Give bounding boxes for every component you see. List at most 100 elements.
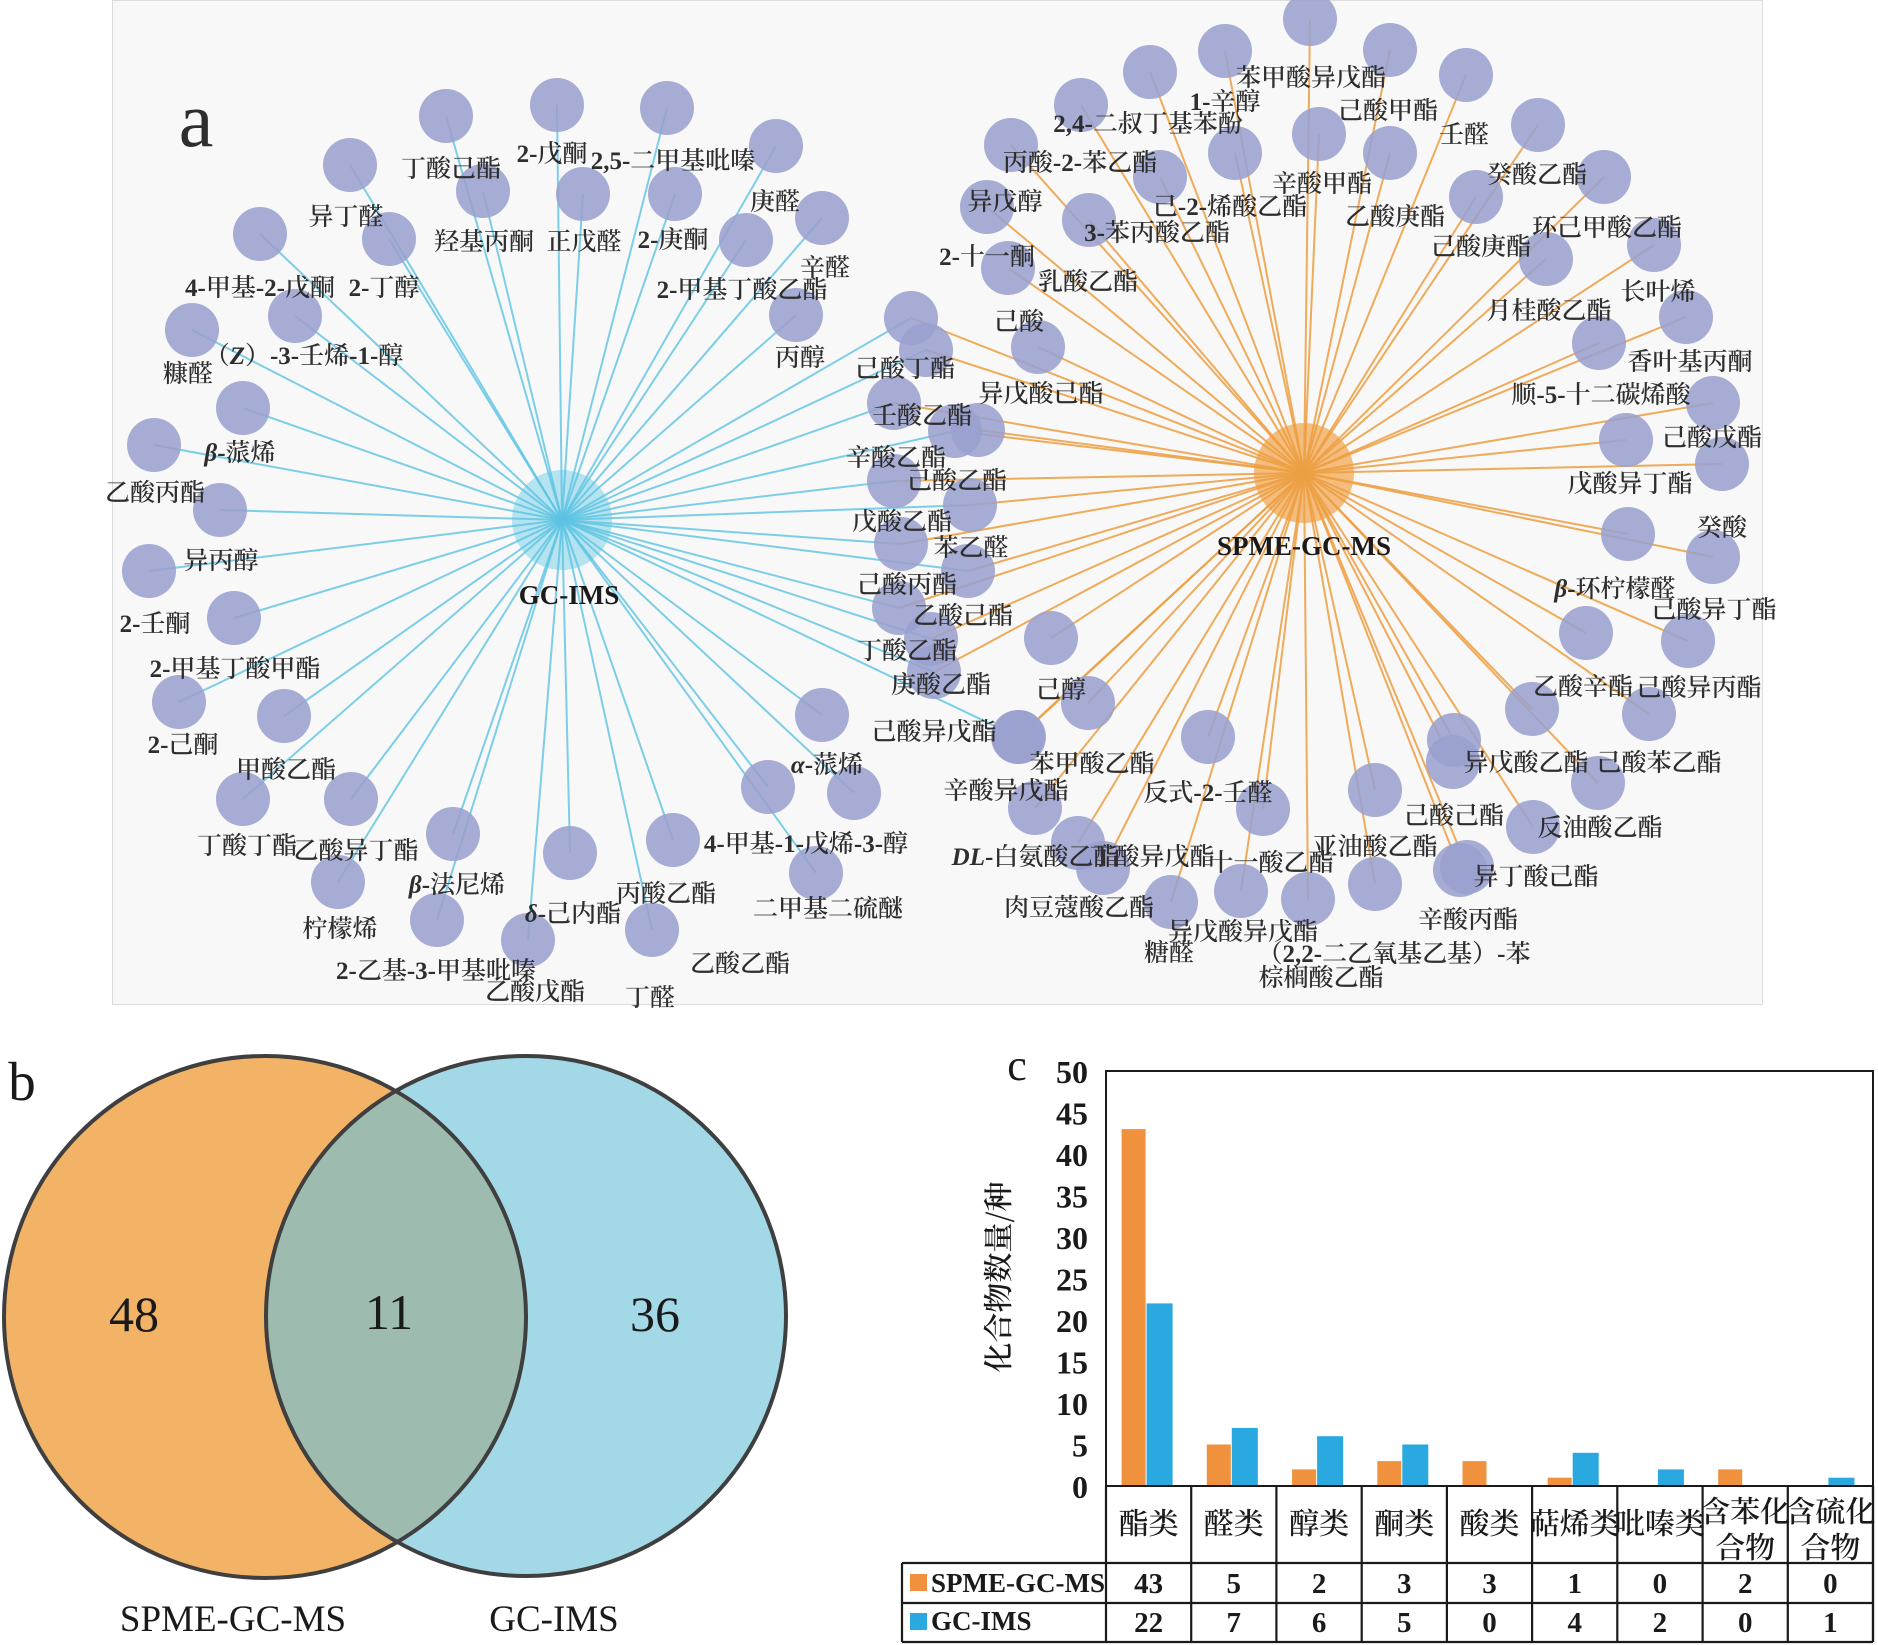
svg-text:丁酸乙酯: 丁酸乙酯 <box>857 637 957 665</box>
svg-text:δ-己内酯: δ-己内酯 <box>525 900 621 928</box>
svg-text:2: 2 <box>1312 1568 1327 1600</box>
svg-text:（Z）-3-壬烯-1-醇: （Z）-3-壬烯-1-醇 <box>205 342 404 370</box>
svg-text:50: 50 <box>1056 1054 1088 1090</box>
svg-text:含苯化: 含苯化 <box>1700 1487 1790 1531</box>
svg-text:乙酸庚酯: 乙酸庚酯 <box>1345 203 1445 231</box>
svg-text:1-辛醇: 1-辛醇 <box>1190 88 1261 116</box>
svg-text:SPME-GC-MS: SPME-GC-MS <box>120 1599 346 1640</box>
svg-text:癸酸乙酯: 癸酸乙酯 <box>1487 161 1587 189</box>
svg-text:6: 6 <box>1312 1607 1327 1639</box>
svg-text:2-甲基丁酸甲酯: 2-甲基丁酸甲酯 <box>150 655 321 683</box>
svg-text:3-苯丙酸乙酯: 3-苯丙酸乙酯 <box>1084 219 1230 247</box>
svg-text:0: 0 <box>1482 1607 1497 1639</box>
svg-text:己酸甲酯: 己酸甲酯 <box>1338 97 1438 125</box>
svg-text:2,4-二叔丁基苯酚: 2,4-二叔丁基苯酚 <box>1053 110 1243 138</box>
svg-text:柠檬烯: 柠檬烯 <box>302 915 377 943</box>
svg-text:2-戊酮: 2-戊酮 <box>517 140 588 168</box>
svg-text:22: 22 <box>1134 1607 1163 1639</box>
svg-text:（2,2-二乙氧基乙基）-苯: （2,2-二乙氧基乙基）-苯 <box>1258 940 1531 968</box>
svg-text:壬酸乙酯: 壬酸乙酯 <box>872 402 972 430</box>
svg-text:乙酸异丁酯: 乙酸异丁酯 <box>293 837 418 865</box>
svg-text:乳酸乙酯: 乳酸乙酯 <box>1038 268 1138 296</box>
svg-text:棕榈酸乙酯: 棕榈酸乙酯 <box>1258 964 1383 992</box>
svg-text:月桂酸乙酯: 月桂酸乙酯 <box>1486 297 1611 325</box>
svg-text:十一酸乙酯: 十一酸乙酯 <box>1208 849 1333 877</box>
svg-text:0: 0 <box>1653 1568 1668 1600</box>
svg-text:香叶基丙酮: 香叶基丙酮 <box>1627 348 1752 376</box>
svg-text:苯甲酸乙酯: 苯甲酸乙酯 <box>1029 750 1154 778</box>
svg-text:异丁酸己酯: 异丁酸己酯 <box>1473 863 1598 891</box>
svg-text:甲酸乙酯: 甲酸乙酯 <box>236 756 336 784</box>
svg-text:己醇: 己醇 <box>1036 676 1086 704</box>
svg-text:43: 43 <box>1134 1568 1163 1600</box>
svg-text:辛酸乙酯: 辛酸乙酯 <box>846 444 946 472</box>
svg-text:2-壬酮: 2-壬酮 <box>120 611 191 638</box>
svg-text:5: 5 <box>1227 1568 1242 1600</box>
svg-text:11: 11 <box>365 1284 413 1340</box>
svg-text:2-己酮: 2-己酮 <box>148 732 219 759</box>
svg-text:己酸苯乙酯: 己酸苯乙酯 <box>1596 749 1721 777</box>
svg-text:庚酸乙酯: 庚酸乙酯 <box>891 671 991 699</box>
svg-text:乙酸乙酯: 乙酸乙酯 <box>690 950 790 978</box>
svg-text:乙酸戊酯: 乙酸戊酯 <box>485 978 585 1006</box>
svg-text:糖醛: 糖醛 <box>1144 939 1194 967</box>
svg-text:酮类: 酮类 <box>1374 1499 1434 1543</box>
svg-text:5: 5 <box>1397 1607 1412 1639</box>
svg-text:丁酸丁酯: 丁酸丁酯 <box>197 832 297 860</box>
svg-text:辛醛: 辛醛 <box>800 254 850 282</box>
svg-text:GC-IMS: GC-IMS <box>489 1599 619 1640</box>
svg-text:0: 0 <box>1072 1469 1088 1505</box>
svg-text:GC-IMS: GC-IMS <box>519 580 620 610</box>
svg-text:0: 0 <box>1738 1607 1753 1639</box>
svg-text:35: 35 <box>1056 1179 1088 1215</box>
svg-text:吡嗪类: 吡嗪类 <box>1615 1499 1705 1543</box>
svg-text:糠醛: 糠醛 <box>163 360 213 388</box>
svg-text:2-十一酮: 2-十一酮 <box>939 244 1035 271</box>
svg-text:40: 40 <box>1056 1137 1088 1173</box>
svg-text:10: 10 <box>1056 1386 1088 1422</box>
svg-text:c: c <box>1007 1041 1027 1090</box>
svg-text:7: 7 <box>1227 1607 1242 1639</box>
svg-text:2-乙基-3-甲基吡嗪: 2-乙基-3-甲基吡嗪 <box>336 957 536 985</box>
svg-text:反式-2-壬醛: 反式-2-壬醛 <box>1143 780 1272 807</box>
svg-text:15: 15 <box>1056 1345 1088 1381</box>
svg-text:己酸己酯: 己酸己酯 <box>1404 802 1504 830</box>
svg-text:丁酸异戊酯: 丁酸异戊酯 <box>1089 843 1214 871</box>
svg-text:β-蒎烯: β-蒎烯 <box>203 439 275 467</box>
svg-text:异戊酸己酯: 异戊酸己酯 <box>978 380 1103 408</box>
svg-text:乙酸丙酯: 乙酸丙酯 <box>105 479 205 507</box>
svg-text:2,5-二甲基吡嗪: 2,5-二甲基吡嗪 <box>591 147 756 175</box>
svg-text:肉豆蔻酸乙酯: 肉豆蔻酸乙酯 <box>1004 894 1154 922</box>
svg-text:25: 25 <box>1056 1262 1088 1298</box>
svg-text:丙酸乙酯: 丙酸乙酯 <box>616 880 716 908</box>
svg-text:20: 20 <box>1056 1303 1088 1339</box>
svg-text:己酸异丁酯: 己酸异丁酯 <box>1651 596 1776 624</box>
svg-text:β-法尼烯: β-法尼烯 <box>408 871 505 899</box>
svg-text:36: 36 <box>630 1286 680 1342</box>
svg-text:化合物数量/种: 化合物数量/种 <box>974 1181 1018 1372</box>
svg-text:庚醛: 庚醛 <box>750 188 800 216</box>
svg-text:异戊醇: 异戊醇 <box>967 188 1042 216</box>
svg-text:异丙醇: 异丙醇 <box>183 547 258 575</box>
svg-text:己-2-烯酸乙酯: 己-2-烯酸乙酯 <box>1153 193 1307 221</box>
svg-text:a: a <box>179 76 214 163</box>
svg-text:异戊酸异戊酯: 异戊酸异戊酯 <box>1168 918 1318 946</box>
svg-text:2-丁醇: 2-丁醇 <box>349 274 420 302</box>
svg-text:DL-白氨酸乙酯: DL-白氨酸乙酯 <box>951 843 1119 871</box>
svg-text:醛类: 醛类 <box>1204 1499 1264 1543</box>
svg-text:己酸丁酯: 己酸丁酯 <box>855 355 955 383</box>
svg-text:醇类: 醇类 <box>1289 1499 1349 1543</box>
svg-text:己酸异戊酯: 己酸异戊酯 <box>871 718 996 746</box>
svg-text:己酸庚酯: 己酸庚酯 <box>1431 233 1531 261</box>
svg-text:乙酸辛酯: 乙酸辛酯 <box>1533 673 1633 701</box>
svg-text:正戊醛: 正戊醛 <box>546 228 621 256</box>
svg-text:3: 3 <box>1397 1568 1412 1600</box>
svg-text:β-环柠檬醛: β-环柠檬醛 <box>1553 575 1675 603</box>
svg-text:顺-5-十二碳烯酸: 顺-5-十二碳烯酸 <box>1511 381 1690 409</box>
svg-text:长叶烯: 长叶烯 <box>1620 278 1695 306</box>
svg-text:辛酸甲酯: 辛酸甲酯 <box>1272 170 1372 198</box>
svg-text:己酸丙酯: 己酸丙酯 <box>857 571 957 599</box>
svg-text:3: 3 <box>1482 1568 1497 1600</box>
svg-text:48: 48 <box>109 1286 159 1342</box>
svg-text:丙酸-2-苯乙酯: 丙酸-2-苯乙酯 <box>1003 149 1157 177</box>
